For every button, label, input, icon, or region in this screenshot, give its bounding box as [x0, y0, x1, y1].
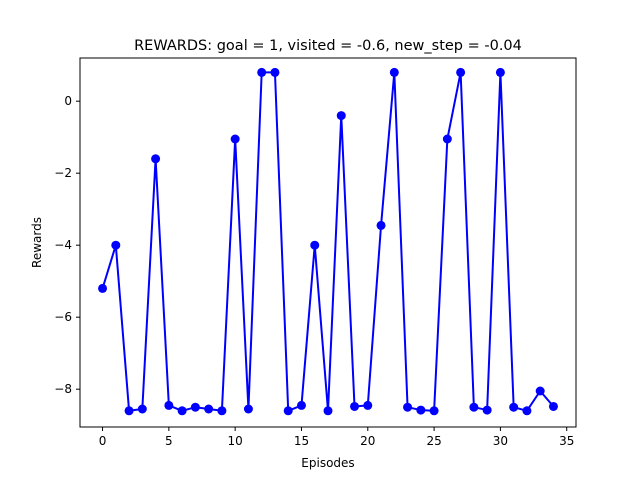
data-point: [429, 406, 439, 416]
y-tick-label: −4: [54, 238, 72, 252]
plot-area: [98, 67, 558, 416]
y-tick-label: −6: [54, 310, 72, 324]
x-tick-label: 35: [559, 434, 574, 448]
x-tick-label: 20: [360, 434, 375, 448]
data-point: [270, 67, 280, 77]
y-tick-label: −8: [54, 382, 72, 396]
data-point: [442, 134, 452, 144]
data-point: [98, 283, 108, 293]
data-point: [137, 404, 147, 414]
data-point: [204, 404, 214, 414]
data-point: [164, 400, 174, 410]
data-point: [522, 406, 532, 416]
data-point: [190, 402, 200, 412]
data-point: [257, 67, 267, 77]
data-point: [535, 386, 545, 396]
x-tick-label: 5: [165, 434, 173, 448]
data-point: [111, 240, 121, 250]
data-point: [389, 67, 399, 77]
data-point: [296, 400, 306, 410]
data-point: [495, 67, 505, 77]
data-point: [376, 220, 386, 230]
y-axis-ticks: −8 −6 −4 −2 0: [54, 94, 80, 396]
data-point: [243, 404, 253, 414]
x-axis-label: Episodes: [301, 456, 354, 470]
data-point: [509, 402, 519, 412]
y-tick-label: −2: [54, 166, 72, 180]
chart-title: REWARDS: goal = 1, visited = -0.6, new_s…: [134, 38, 522, 54]
data-point: [469, 402, 479, 412]
data-point: [403, 402, 413, 412]
x-tick-label: 25: [426, 434, 441, 448]
data-point: [124, 406, 134, 416]
data-point: [310, 240, 320, 250]
x-tick-label: 0: [99, 434, 107, 448]
data-point: [548, 401, 558, 411]
data-point: [323, 406, 333, 416]
data-point: [336, 111, 346, 121]
data-point: [217, 406, 227, 416]
axes-frame: [79, 57, 577, 428]
y-axis-label: Rewards: [30, 217, 44, 268]
data-point: [350, 401, 360, 411]
data-point: [456, 67, 466, 77]
data-point: [177, 406, 187, 416]
data-point: [283, 406, 293, 416]
x-tick-label: 15: [294, 434, 309, 448]
data-point: [363, 400, 373, 410]
x-tick-label: 10: [228, 434, 243, 448]
series-line: [101, 71, 555, 412]
data-point: [416, 405, 426, 415]
y-tick-label: 0: [64, 94, 72, 108]
x-axis-ticks: 0 5 10 15 20 25 30 35: [99, 427, 574, 448]
data-point: [151, 154, 161, 164]
data-point: [230, 134, 240, 144]
x-tick-label: 30: [493, 434, 508, 448]
data-point: [482, 405, 492, 415]
